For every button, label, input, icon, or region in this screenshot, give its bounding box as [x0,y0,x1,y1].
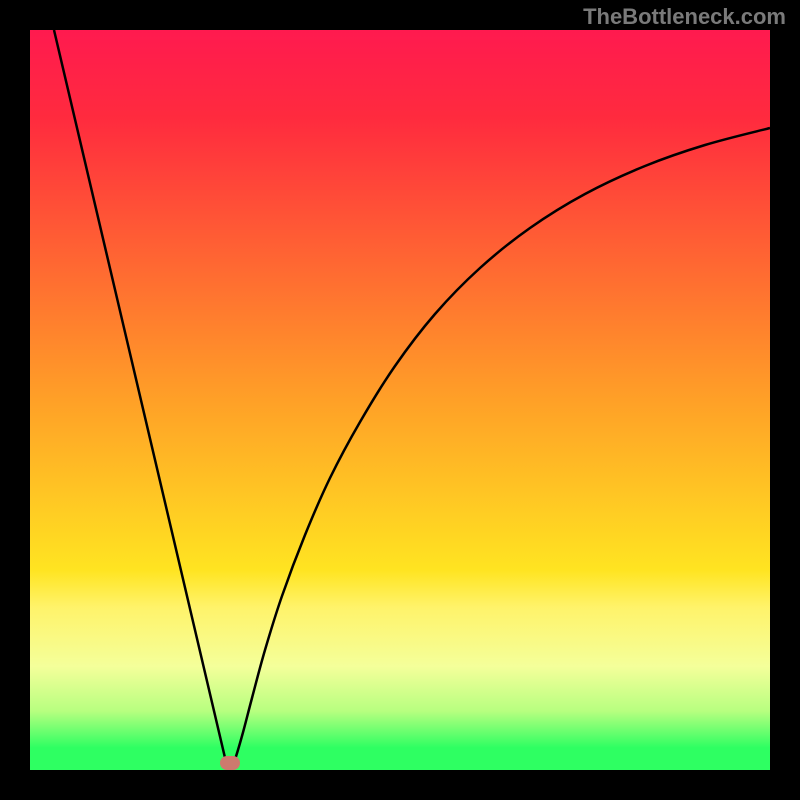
minimum-point-marker [220,756,240,770]
bottleneck-gradient-plot [30,30,770,770]
watermark-label: TheBottleneck.com [583,4,786,30]
bottleneck-curve [30,30,770,770]
